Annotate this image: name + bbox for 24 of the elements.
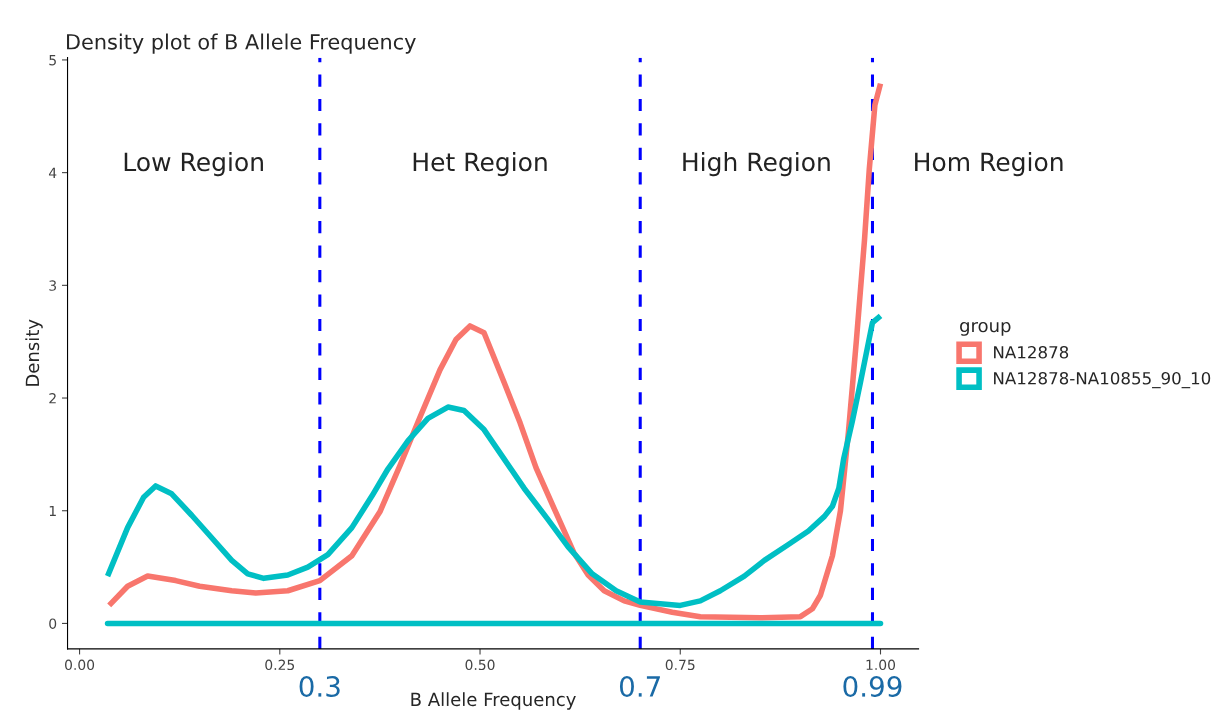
y-tick-label: 4 (48, 167, 57, 178)
x-tick-label: 0.00 (65, 659, 95, 671)
ref-line-label: 0.99 (843, 676, 902, 698)
ref-line-label: 0.3 (299, 676, 340, 698)
y-tick-label: 3 (49, 280, 57, 291)
annotation: Hom Region (915, 152, 1063, 177)
legend-title: group (960, 321, 1011, 336)
y-tick-label: 1 (49, 505, 56, 517)
x-tick-label: 0.25 (265, 659, 295, 671)
y-axis-title: Density (25, 319, 43, 386)
x-tick-label: 1.00 (866, 659, 896, 671)
y-tick-label: 5 (49, 55, 56, 66)
annotation: Het Region (413, 152, 547, 177)
legend-label: NA12878 (994, 345, 1069, 359)
x-tick-label: 0.75 (665, 659, 695, 671)
legend-label: NA12878-NA10855_90_10 (994, 371, 1211, 389)
annotation: Low Region (124, 152, 263, 177)
x-axis-title: B Allele Frequency (411, 692, 576, 710)
ref-line-label: 0.7 (619, 676, 660, 698)
annotation: High Region (683, 152, 830, 177)
y-tick-label: 0 (49, 618, 57, 629)
x-tick-label: 0.50 (465, 659, 495, 671)
chart-title: Density plot of B Allele Frequency (67, 33, 416, 54)
y-tick-label: 2 (49, 393, 56, 404)
